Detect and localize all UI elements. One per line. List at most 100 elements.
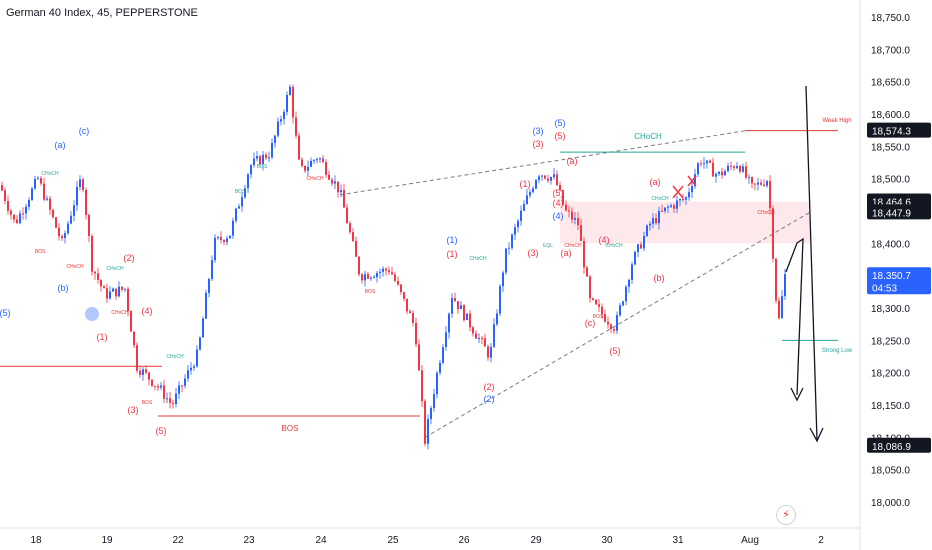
candle-body [187,370,189,379]
candle-body [757,182,759,185]
candle-body [241,197,243,207]
structure-label: CHoCH [111,310,129,316]
candle-body [481,337,483,339]
candle-body [391,272,393,275]
candle-body [523,203,525,211]
candle-body [121,286,123,290]
candle-body [262,154,264,165]
candle-body [403,292,405,299]
structure-label: CHoCH [605,243,623,249]
wave-label: (1) [447,235,458,245]
candle-body [289,86,291,96]
candle-body [727,165,729,172]
x-tick-label: Aug [741,535,759,546]
candle-body [595,299,597,305]
candle-body [64,233,66,239]
price-tag-label: 18,464.6 [872,198,911,209]
candle-body [238,206,240,209]
candle-body [769,181,771,209]
candle-body [544,175,546,179]
candle-body [115,288,117,297]
y-tick-label: 18,750.0 [871,13,910,24]
candle-body [658,210,660,224]
candle-body [781,296,783,319]
candle-body [673,205,675,209]
candle-body [244,188,246,198]
candle-body [454,298,456,302]
candle-body [85,190,87,215]
candle-body [682,199,684,201]
candle-body [628,279,630,287]
lower-trendline [424,210,813,438]
candle-body [400,284,402,293]
candle-body [643,235,645,249]
wave-label: (b) [654,273,665,283]
candle-body [358,256,360,275]
candle-body [670,205,672,207]
wave-label: (a) [55,140,66,150]
price-tag-label: 18,447.9 [872,208,911,219]
candle-body [697,163,699,175]
candle-body [70,215,72,224]
candle-body [385,268,387,271]
candle-body [541,175,543,177]
candle-body [580,225,582,241]
candle-body [349,223,351,233]
candle-body [667,206,669,208]
candle-body [649,223,651,226]
lightning-icon[interactable]: ⚡ [776,505,796,525]
candle-body [553,174,555,178]
candle-body [37,178,39,180]
x-tick-label: 2 [818,535,824,546]
candle-body [478,337,480,339]
candle-body [679,199,681,201]
wave-label: (a) [561,248,572,258]
wave-label: (4) [553,211,564,221]
candle-body [583,240,585,268]
candle-body [622,301,624,306]
candle-body [235,208,237,221]
candle-body [565,204,567,211]
candle-body [55,217,57,228]
candle-body [280,119,282,122]
candle-body [571,211,573,220]
candle-body [619,305,621,316]
upper-trendline [339,130,746,196]
candle-body [646,225,648,236]
arrow-head [809,427,824,443]
candle-body [736,165,738,169]
candle-body [487,346,489,358]
candle-body [259,156,261,165]
x-tick-label: 22 [172,535,184,546]
candle-body [76,186,78,206]
candle-body [25,206,27,214]
candle-body [16,219,18,224]
candle-body [31,188,33,200]
candle-body [577,218,579,226]
chart-title: German 40 Index, 45, PEPPERSTONE [6,7,198,19]
candle-body [469,313,471,328]
candle-body [82,179,84,191]
candle-body [382,268,384,272]
structure-label: EQL [543,243,553,249]
candle-body [136,345,138,371]
candle-body [529,191,531,196]
candle-body [442,347,444,363]
price-tag-label: 04:53 [872,283,897,294]
wave-label: (2) [124,253,135,263]
candle-body [13,214,15,220]
candle-body [397,280,399,285]
candle-body [340,190,342,193]
candle-body [208,278,210,293]
candle-body [100,279,102,287]
wave-label: (1) [447,249,458,259]
candle-body [313,160,315,162]
candle-body [766,181,768,186]
candle-body [406,298,408,312]
y-tick-label: 18,300.0 [871,304,910,315]
candle-body [763,184,765,186]
candle-body [319,158,321,160]
candle-body [394,274,396,281]
x-tick-label: 18 [30,535,42,546]
